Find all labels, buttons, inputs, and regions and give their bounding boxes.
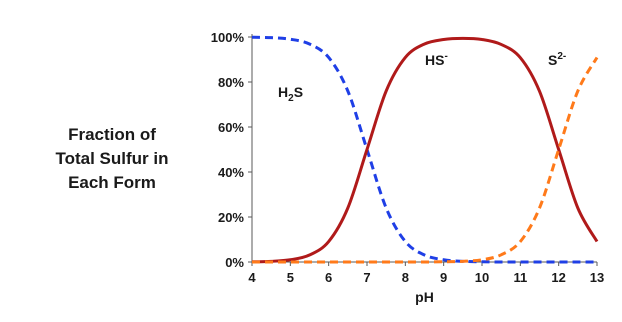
x-tick-label: 5 [287,270,294,285]
ticks: 4 5 6 7 8 9 10 11 12 13 0% 20% 40% 60% 80% 100% [211,30,604,285]
x-tick-label: 12 [551,270,565,285]
x-tick-label: 7 [363,270,370,285]
x-tick-label: 6 [325,270,332,285]
series-line-h2s [251,35,597,264]
series-label-s2-: S2- [548,51,566,68]
x-tick-label: 13 [590,270,604,285]
y-axis-title-line-3: Each Form [68,173,156,192]
y-tick-label: 0% [225,255,244,270]
y-tick-label: 80% [218,75,244,90]
x-tick-label: 8 [402,270,409,285]
y-axis-title-line-2: Total Sulfur in [55,149,169,168]
y-axis-title-line-1: Fraction of [68,125,156,144]
x-tick-label: 9 [440,270,447,285]
x-tick-label: 10 [475,270,489,285]
series-label-hs-: HS- [425,51,448,68]
axes [251,34,597,263]
x-axis-title: pH [415,289,434,305]
series-label-h2s: H2S [278,84,303,104]
series-line-hs- [251,36,599,264]
y-tick-label: 100% [211,30,245,45]
y-tick-label: 40% [218,165,244,180]
x-tick-label: 11 [513,270,527,285]
y-tick-label: 60% [218,120,244,135]
y-axis-title: Fraction of Total Sulfur in Each Form [28,123,196,195]
series-lines [251,35,599,264]
x-tick-label: 4 [248,270,256,285]
series-labels: H2S HS- S2- [278,51,566,104]
y-tick-label: 20% [218,210,244,225]
series-line-s2- [252,56,599,264]
